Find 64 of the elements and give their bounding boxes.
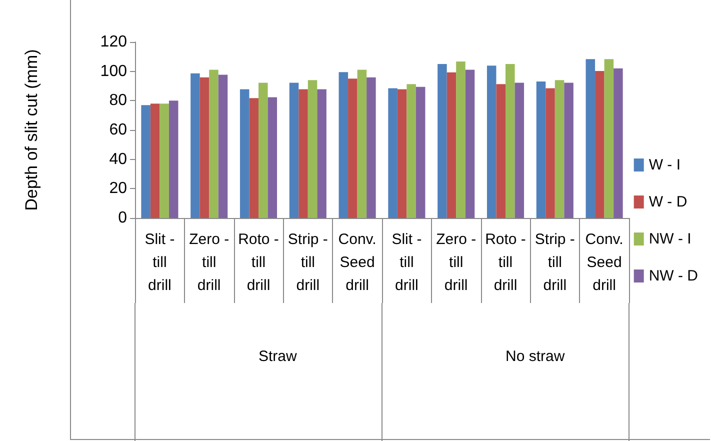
bar xyxy=(506,64,515,218)
text: Straw xyxy=(258,348,298,365)
bar xyxy=(308,80,318,218)
y-tick-label: 40 xyxy=(109,150,128,168)
bar xyxy=(268,97,278,218)
bar xyxy=(554,80,564,218)
bar xyxy=(160,104,169,218)
bar xyxy=(446,72,456,218)
x-tick-label: Roto - till drill xyxy=(238,231,279,294)
bar xyxy=(586,59,596,218)
y-tick-label: 20 xyxy=(109,180,128,198)
text: No straw xyxy=(505,348,565,365)
bar xyxy=(536,81,546,218)
bar xyxy=(141,105,150,218)
bar xyxy=(496,84,506,218)
bar xyxy=(366,77,376,218)
y-tick-label: 0 xyxy=(118,210,128,226)
x-tick-label: Slit - till drill xyxy=(392,231,422,294)
x-tick-label: Zero - till drill xyxy=(436,231,476,294)
bar xyxy=(406,84,416,218)
bar xyxy=(200,77,210,218)
bar xyxy=(456,62,466,218)
bar xyxy=(258,82,268,218)
legend-label: NW - I xyxy=(648,230,692,248)
bar xyxy=(397,89,407,218)
x-tick-label: Slit - till drill xyxy=(144,231,175,294)
bar xyxy=(298,89,308,218)
bar xyxy=(604,59,614,218)
y-tick-label: 100 xyxy=(100,62,128,80)
bar xyxy=(438,64,447,218)
bar xyxy=(614,68,623,218)
legend-label: NW - D xyxy=(648,268,698,284)
bar xyxy=(546,88,555,218)
bar xyxy=(240,89,250,218)
x-tick-label: Zero - till drill xyxy=(189,231,230,294)
bar xyxy=(348,78,358,218)
legend-label: W - D xyxy=(648,194,688,210)
bar xyxy=(209,70,218,218)
bar xyxy=(465,70,475,218)
x-tick-label: Roto - till drill xyxy=(485,231,526,294)
bar xyxy=(338,72,348,218)
y-tick-label: 80 xyxy=(109,92,128,110)
bar xyxy=(218,74,228,218)
bar xyxy=(150,104,160,218)
bar xyxy=(289,82,299,218)
bar xyxy=(357,70,367,218)
y-tick-label: 60 xyxy=(109,122,128,138)
bar xyxy=(168,100,178,218)
bar xyxy=(249,98,258,218)
x-tick-label: Conv. Seed drill xyxy=(338,231,376,294)
bar xyxy=(388,88,398,218)
y-tick-label: 120 xyxy=(100,34,128,50)
bar xyxy=(514,82,524,218)
bar xyxy=(595,71,604,218)
bar xyxy=(564,82,574,218)
bar xyxy=(486,66,496,218)
x-tick-label: Strip - till drill xyxy=(288,231,328,294)
x-tick-label: Conv. Seed drill xyxy=(585,231,624,294)
bar xyxy=(190,73,200,218)
bar xyxy=(317,89,326,218)
legend-label: W - I xyxy=(648,156,681,174)
y-axis-title: Depth of slit cut (mm) xyxy=(22,49,41,211)
bar xyxy=(416,86,426,218)
x-tick-label: Strip - till drill xyxy=(534,231,575,294)
